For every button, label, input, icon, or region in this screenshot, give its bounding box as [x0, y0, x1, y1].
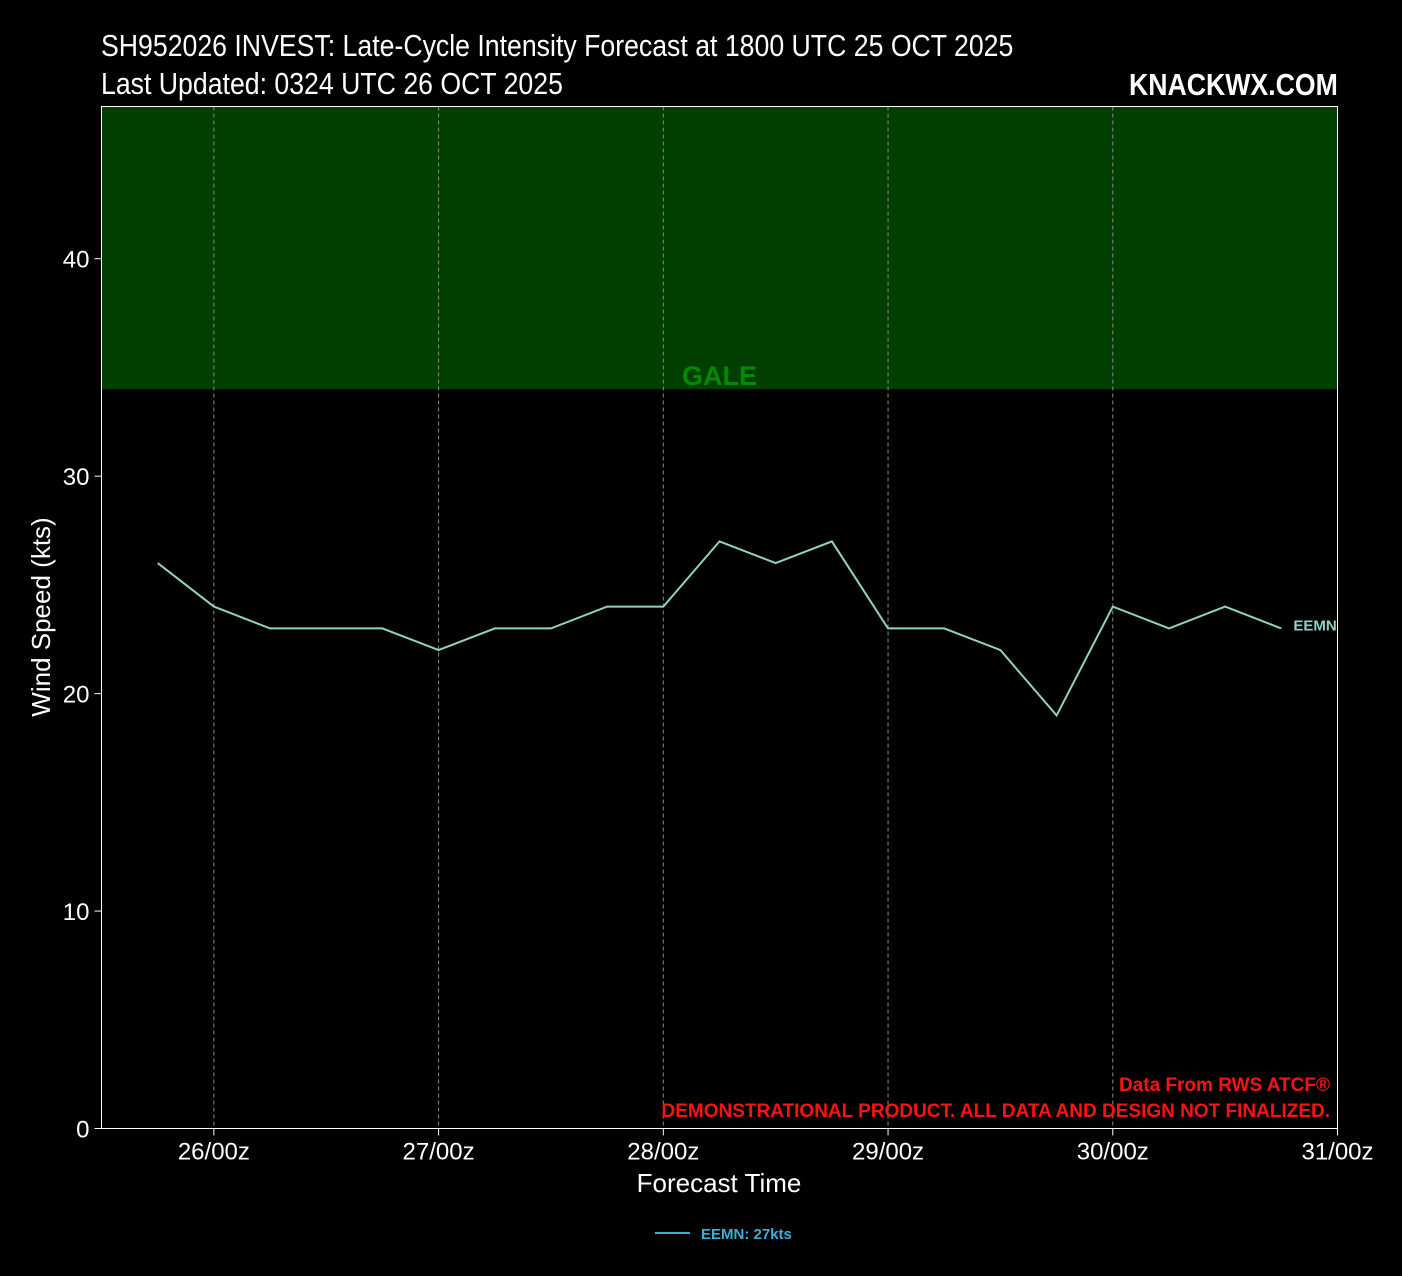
plot-frame — [101, 106, 1338, 1129]
x-tick-label: 31/00z — [1301, 1139, 1373, 1166]
x-axis-ticks: 26/00z 27/00z 28/00z 29/00z 30/00z 31/00z — [178, 1128, 1374, 1166]
band-label-gale: GALE — [682, 361, 757, 391]
y-axis-label: Wind Speed (kts) — [26, 517, 56, 716]
x-tick-label: 29/00z — [852, 1139, 924, 1166]
chart-title: SH952026 INVEST: Late-Cycle Intensity Fo… — [101, 28, 1014, 63]
disclaimer-note: DEMONSTRATIONAL PRODUCT. ALL DATA AND DE… — [662, 1101, 1331, 1122]
data-source-note: Data From RWS ATCF® — [1119, 1075, 1330, 1096]
y-tick-label: 40 — [63, 247, 90, 274]
y-tick-label: 0 — [76, 1117, 89, 1144]
y-tick-label: 30 — [63, 464, 90, 491]
legend: EEMN: 27kts — [655, 1226, 792, 1243]
intensity-bands: GALE — [101, 106, 1338, 391]
x-axis-label: Forecast Time — [637, 1168, 802, 1198]
series-lines: EEMN — [157, 540, 1337, 718]
band-gale — [101, 106, 1338, 390]
legend-entry-label: EEMN: 27kts — [701, 1226, 792, 1243]
y-tick-label: 10 — [63, 899, 90, 926]
last-updated-subtitle: Last Updated: 0324 UTC 26 OCT 2025 — [101, 66, 563, 101]
brand-logo-text: KNACKWX.COM — [1129, 67, 1338, 102]
y-tick-label: 20 — [63, 682, 90, 709]
x-tick-label: 26/00z — [178, 1139, 250, 1166]
vertical-gridlines — [213, 106, 1114, 1129]
series-line-eemn — [157, 540, 1282, 718]
x-tick-label: 28/00z — [627, 1139, 699, 1166]
x-tick-label: 27/00z — [403, 1139, 475, 1166]
y-axis-ticks: 0 10 20 30 40 — [63, 247, 102, 1144]
x-tick-label: 30/00z — [1077, 1139, 1149, 1166]
series-end-label: EEMN — [1293, 617, 1336, 634]
